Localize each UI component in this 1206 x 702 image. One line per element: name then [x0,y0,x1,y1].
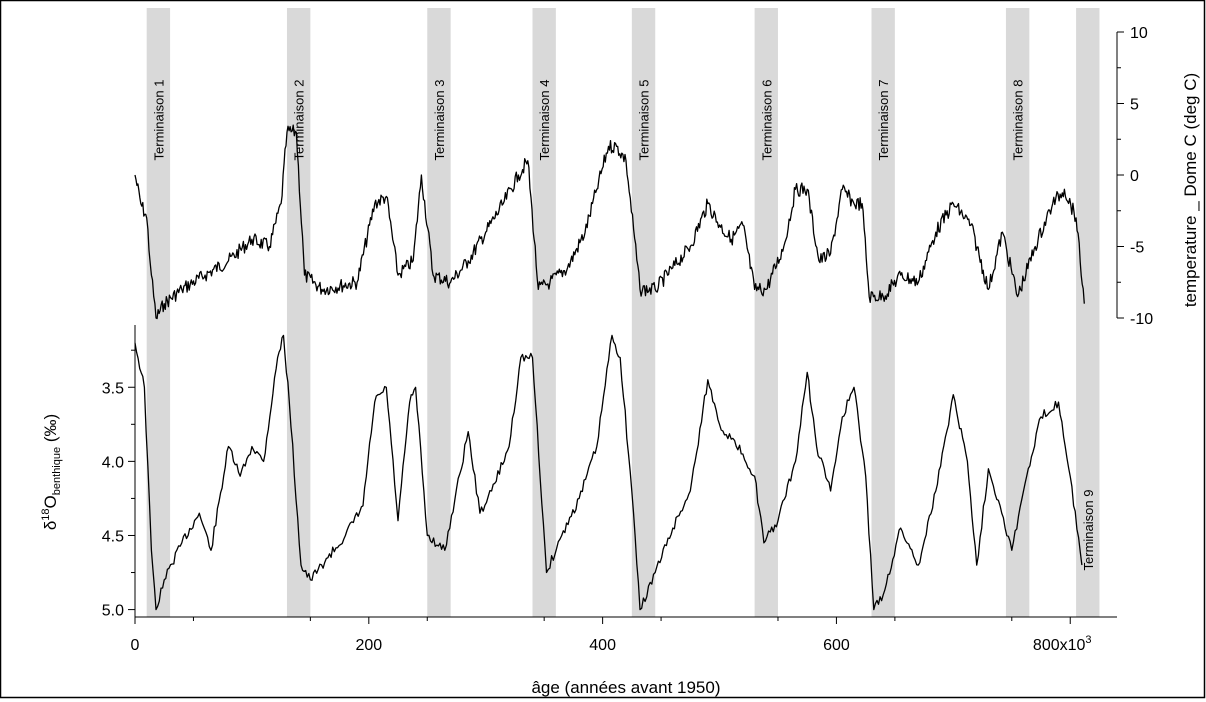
right-y-tick-label: 0 [1130,168,1139,185]
d18o-series-line [134,334,1083,611]
left-y-axis-label: δ18Obenthique (‰) [40,414,63,530]
termination-label-2: Terminaison 2 [292,80,307,161]
termination-bands [146,8,1100,617]
termination-band-9 [1076,8,1100,617]
termination-label-4: Terminaison 4 [537,80,552,161]
right-y-axis-label: temperature _ Dome C (deg C) [1181,73,1200,307]
x-axis-label: âge (années avant 1950) [531,678,720,697]
x-tick-label: 0 [131,637,140,654]
termination-label-8: Terminaison 8 [1011,80,1026,161]
series-lines [134,124,1085,611]
right-y-tick-label: -10 [1130,311,1153,328]
x-tick-label: 800x103 [1033,634,1092,654]
left-y-label-sup: 18 [40,508,52,520]
termination-label-1: Terminaison 1 [151,80,166,161]
x-tick-label: 200 [355,637,382,654]
termination-label-3: Terminaison 3 [432,80,447,161]
left-y-label-delta: δ [41,521,60,530]
x-tick-exponent: 3 [1085,634,1091,646]
x-tick-label: 400 [589,637,616,654]
termination-band-4 [532,8,556,617]
x-tick-label: 600 [823,637,850,654]
right-y-tick-label: -5 [1130,240,1144,257]
left-y-ticks: 3.5 4.0 4.5 5.0 [102,349,135,620]
termination-label-5: Terminaison 5 [637,80,652,161]
x-ticks: 0 200 400 600 800x103 [131,617,1092,654]
termination-labels: Terminaison 1 Terminaison 2 Terminaison 3 T… [151,80,1095,571]
right-y-ticks: -10 -5 0 5 10 [1117,25,1153,328]
left-y-tick-label: 4.0 [102,454,124,471]
termination-band-7 [871,8,895,617]
left-y-tick-label: 5.0 [102,603,124,620]
right-y-tick-label: 10 [1130,25,1148,42]
left-y-label-sub: benthique [51,447,63,495]
left-y-label-unit: (‰) [41,414,60,447]
termination-band-5 [631,8,656,617]
termination-label-9: Terminaison 9 [1081,490,1096,571]
left-y-tick-label: 4.5 [102,528,124,545]
termination-band-6 [754,8,778,617]
termination-label-7: Terminaison 7 [876,80,891,161]
right-y-tick-label: 5 [1130,97,1139,114]
termination-band-3 [427,8,451,617]
temperature-series-line [134,124,1085,320]
termination-band-2 [286,8,311,617]
termination-band-8 [1005,8,1030,617]
left-y-label-main: O [41,495,60,508]
termination-label-6: Terminaison 6 [759,80,774,161]
left-y-tick-label: 3.5 [102,380,124,397]
